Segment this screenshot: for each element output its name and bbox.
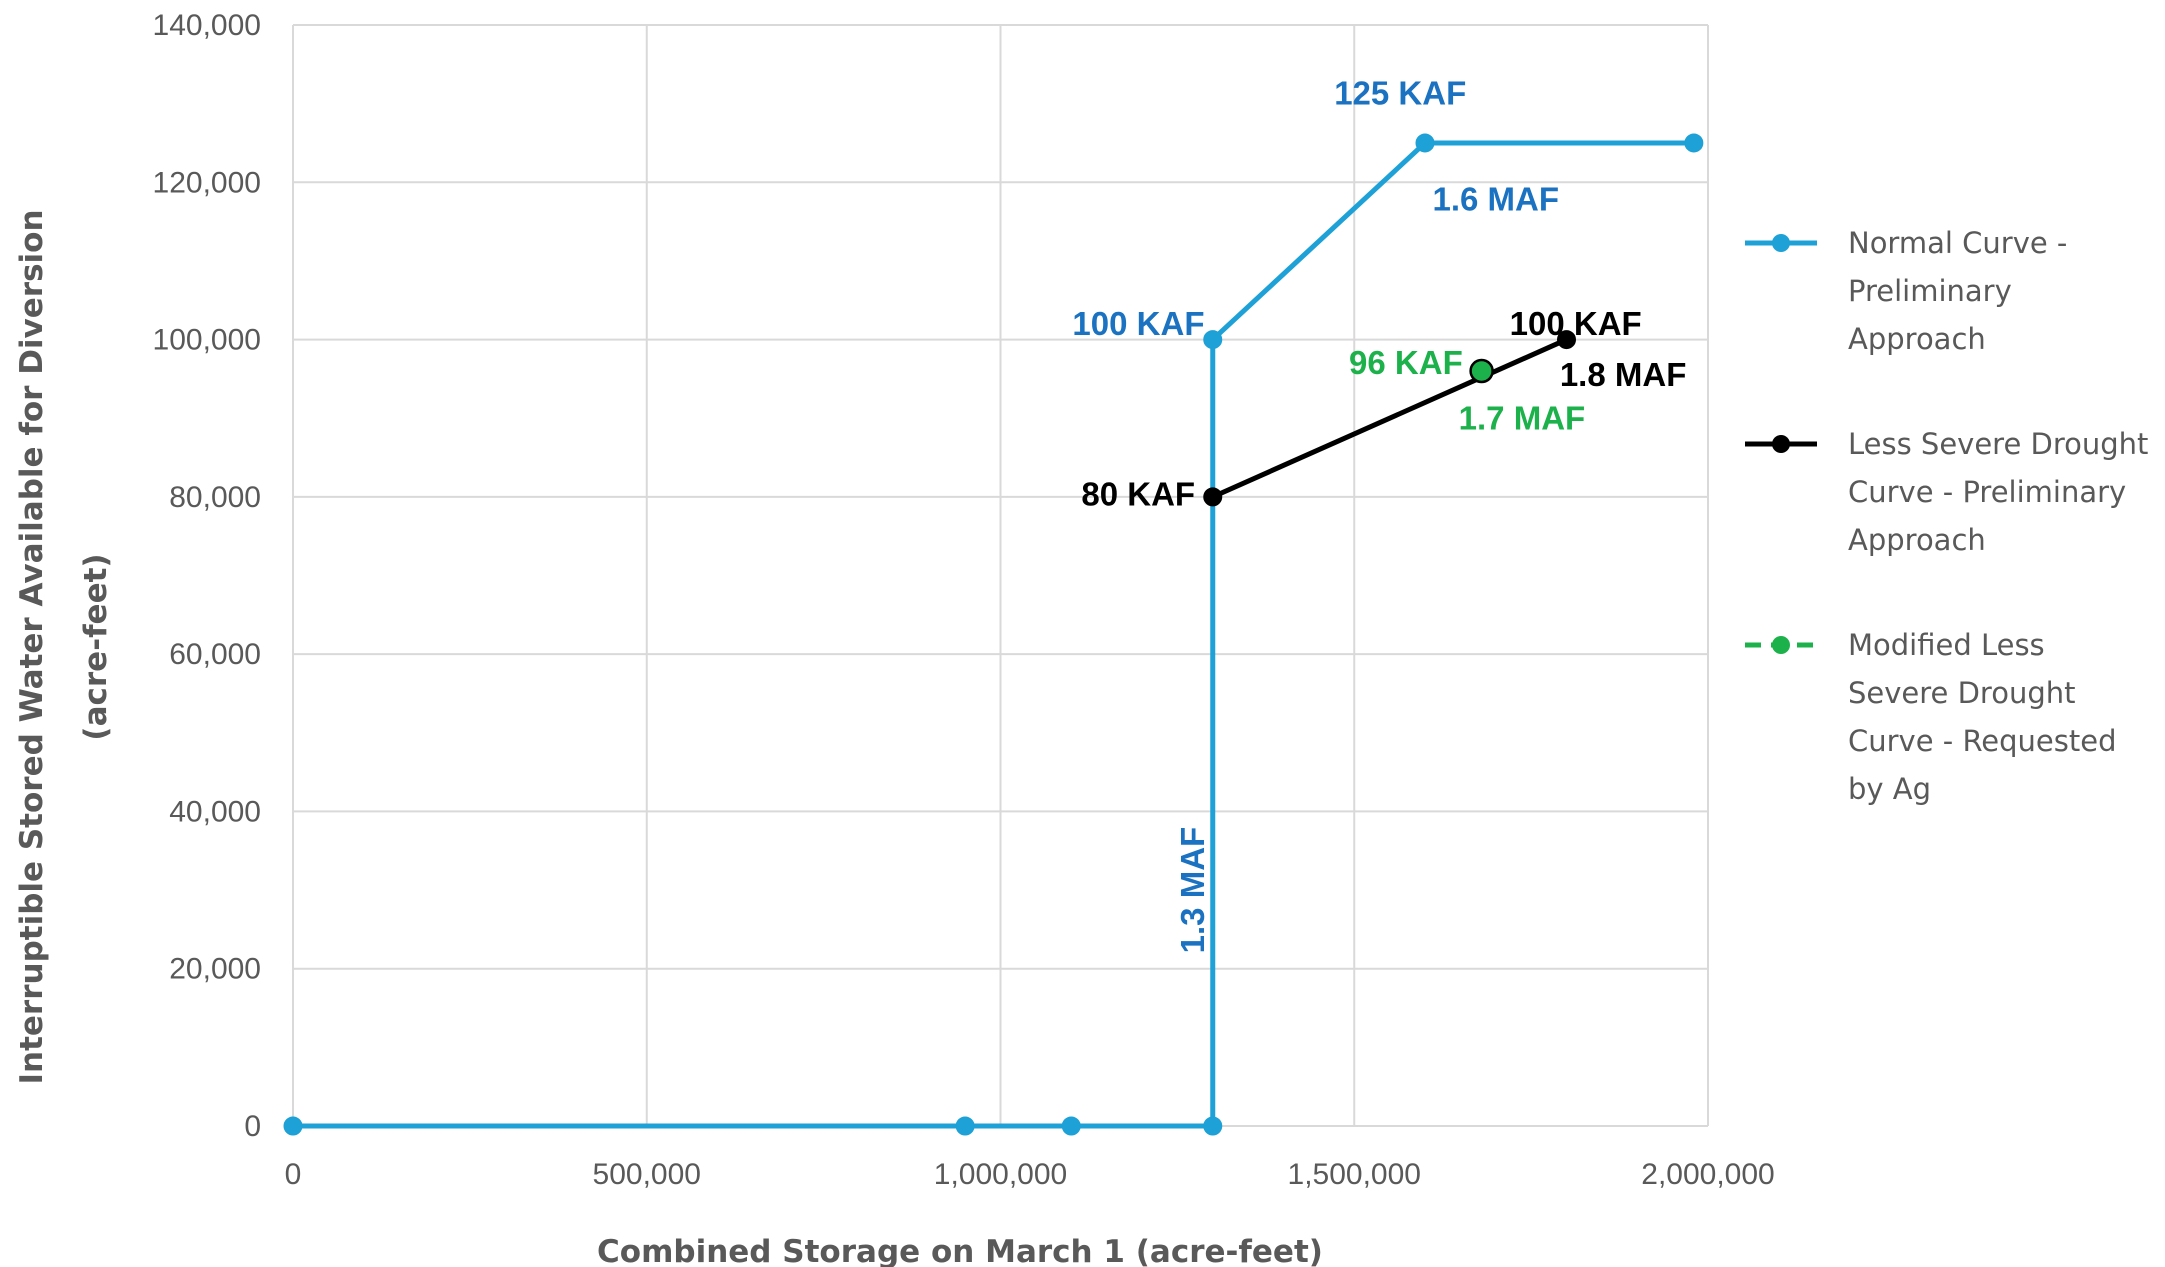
x-tick-label: 500,000 <box>593 1158 701 1191</box>
data-annotation: 1.3 MAF <box>1174 827 1211 954</box>
y-tick-label: 60,000 <box>169 638 261 671</box>
y-axis-title-line-2: (acre-feet) <box>78 553 114 740</box>
data-point <box>1557 330 1576 350</box>
data-annotation: 96 KAF <box>1349 344 1463 381</box>
data-annotation: 125 KAF <box>1334 74 1466 111</box>
x-tick-label: 0 <box>285 1158 302 1191</box>
y-tick-label: 0 <box>244 1110 261 1143</box>
series-3 <box>1469 358 1494 384</box>
x-tick-label: 1,500,000 <box>1288 1158 1421 1191</box>
series-2 <box>1203 330 1576 507</box>
y-tick-label: 120,000 <box>153 166 261 199</box>
series-line <box>1211 337 1568 500</box>
y-tick-label: 80,000 <box>169 481 261 514</box>
data-annotation: 100 KAF <box>1510 305 1642 342</box>
y-axis-title: Interruptible Stored Water Available for… <box>14 209 114 1084</box>
x-tick-label: 2,000,000 <box>1641 1158 1774 1191</box>
data-annotation: 100 KAF <box>1072 305 1204 342</box>
legend-item-1: Normal Curve - Preliminary Approach <box>1745 226 2067 356</box>
y-axis-ticks: 0 20,000 40,000 60,000 80,000 100,000 120,000 1… <box>153 9 261 1143</box>
data-point <box>1203 487 1223 507</box>
data-annotation: 80 KAF <box>1081 476 1195 513</box>
series-group <box>283 133 1704 1136</box>
data-point <box>1203 1116 1223 1136</box>
legend-item-3: Modified Less Severe Drought Curve - Reque… <box>1745 628 2117 806</box>
y-tick-label: 140,000 <box>153 9 261 42</box>
data-point <box>1684 133 1704 153</box>
x-axis-title: Combined Storage on March 1 (acre-feet) <box>597 1234 1323 1267</box>
data-point <box>1203 330 1223 350</box>
x-tick-label: 1,000,000 <box>934 1158 1067 1191</box>
y-axis-title-line-1: Interruptible Stored Water Available for… <box>14 209 50 1084</box>
legend-marker <box>1772 636 1790 654</box>
legend-label-line: Curve - Requested <box>1848 724 2117 758</box>
data-point <box>1061 1116 1081 1136</box>
legend-item-2: Less Severe Drought Curve - Preliminary Ap… <box>1745 427 2148 557</box>
series-1 <box>283 133 1704 1136</box>
legend-label-line: Approach <box>1848 322 1986 356</box>
series-line <box>293 140 1694 1129</box>
data-annotation: 1.8 MAF <box>1560 356 1687 393</box>
legend-label-line: Approach <box>1848 523 1986 557</box>
y-tick-label: 100,000 <box>153 324 261 357</box>
legend-marker <box>1772 435 1790 453</box>
legend-marker <box>1772 234 1790 252</box>
data-point <box>283 1116 303 1136</box>
data-point <box>1469 358 1494 384</box>
legend-label-line: Modified Less <box>1848 628 2045 662</box>
data-point <box>1415 133 1435 153</box>
y-tick-label: 40,000 <box>169 795 261 828</box>
legend-label-line: Less Severe Drought <box>1848 427 2148 461</box>
legend-label-line: by Ag <box>1848 772 1931 806</box>
data-point <box>955 1116 975 1136</box>
annotations: 125 KAF 1.6 MAF 100 KAF 100 KAF 1.8 MAF 96 KA… <box>1072 74 1686 953</box>
data-annotation: 1.6 MAF <box>1432 181 1559 218</box>
x-axis-ticks: 0 500,000 1,000,000 1,500,000 2,000,000 <box>285 1158 1775 1191</box>
legend-label-line: Normal Curve - <box>1848 226 2067 260</box>
y-tick-label: 20,000 <box>169 953 261 986</box>
data-annotation: 1.7 MAF <box>1459 399 1586 436</box>
legend-label-line: Severe Drought <box>1848 676 2076 710</box>
legend-label-line: Preliminary <box>1848 274 2012 308</box>
legend-label-line: Curve - Preliminary <box>1848 475 2126 509</box>
